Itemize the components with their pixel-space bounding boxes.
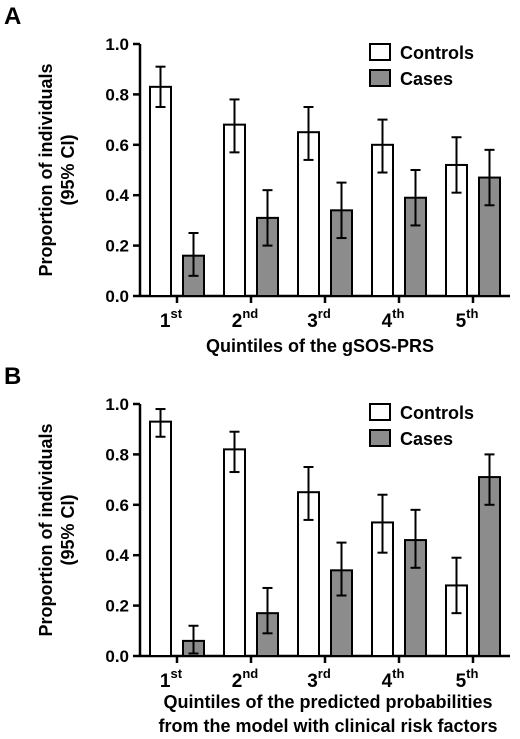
panel-a-x-tick-label: 5th (456, 306, 479, 332)
panel-b-legend-label-controls: Controls (400, 403, 474, 423)
panel-b-y-tick-label: 0.4 (105, 546, 129, 565)
panel-a-letter: A (4, 3, 21, 30)
panel-a-y-tick-label: 0.2 (105, 237, 129, 256)
panel-a-ylabel-line-2: (95% CI) (58, 134, 78, 205)
panel-b: B Proportion of individuals (95% CI) Qui… (4, 363, 510, 736)
panel-b-y-tick-label: 1.0 (105, 395, 129, 414)
panel-a-x-tick-label: 2nd (232, 306, 259, 332)
panel-b-y-tick-label: 0.2 (105, 597, 129, 616)
panel-a-legend-swatch-controls (369, 43, 391, 61)
panel-b-legend-swatch-controls (369, 403, 391, 421)
panel-a-y-tick-label: 0.4 (105, 186, 129, 205)
panel-b-ylabel-line-1: Proportion of individuals (36, 424, 56, 637)
panel-a-y-tick-label: 0.8 (105, 85, 129, 104)
panel-b-y-tick-label: 0.8 (105, 445, 129, 464)
panel-a-legend-swatch-cases (369, 69, 391, 87)
panel-a-bar-controls (149, 85, 172, 297)
panel-b-x-tick-label: 5th (456, 666, 479, 692)
panel-a-x-tick-label: 1st (160, 306, 183, 332)
panel-b-plot: 0.0 0.2 0.4 0.6 0.8 1.0 1st 2nd 3rd 4th 5th Control… (105, 395, 510, 692)
panel-a-y-tick-label: 0.6 (105, 136, 129, 155)
panel-b-legend-swatch-cases (369, 429, 391, 447)
panel-b-legend-label-cases: Cases (400, 429, 453, 449)
panel-a-legend-label-controls: Controls (400, 43, 474, 63)
panel-b-xlabel-line-1: Quintiles of the predicted probabilities (163, 692, 492, 712)
panel-a: A Proportion of individuals (95% CI) Qui… (4, 3, 510, 356)
panel-a-x-tick-label: 4th (382, 306, 405, 332)
panel-b-x-tick-label: 3rd (307, 666, 331, 692)
panel-b-bar-controls (223, 448, 246, 657)
panel-b-x-tick-label: 4th (382, 666, 405, 692)
panel-b-letter: B (4, 363, 21, 390)
panel-a-y-tick-label: 0.0 (105, 287, 129, 306)
panel-b-bar-controls (149, 420, 172, 658)
panel-a-y-tick-label: 1.0 (105, 35, 129, 54)
panel-b-x-tick-label: 1st (160, 666, 183, 692)
panel-a-xlabel: Quintiles of the gSOS-PRS (206, 336, 434, 356)
panel-a-x-tick-label: 3rd (307, 306, 331, 332)
panel-b-y-tick-label: 0.6 (105, 496, 129, 515)
panel-b-xlabel-line-2: from the model with clinical risk factor… (158, 716, 497, 736)
panel-a-legend-label-cases: Cases (400, 69, 453, 89)
panel-b-x-tick-label: 2nd (232, 666, 259, 692)
panel-a-plot: 0.0 0.2 0.4 0.6 0.8 1.0 1st 2nd 3rd 4th 5th Control… (105, 35, 510, 332)
panel-b-y-tick-label: 0.0 (105, 647, 129, 666)
panel-a-ylabel-line-1: Proportion of individuals (36, 64, 56, 277)
panel-b-ylabel-line-2: (95% CI) (58, 494, 78, 565)
